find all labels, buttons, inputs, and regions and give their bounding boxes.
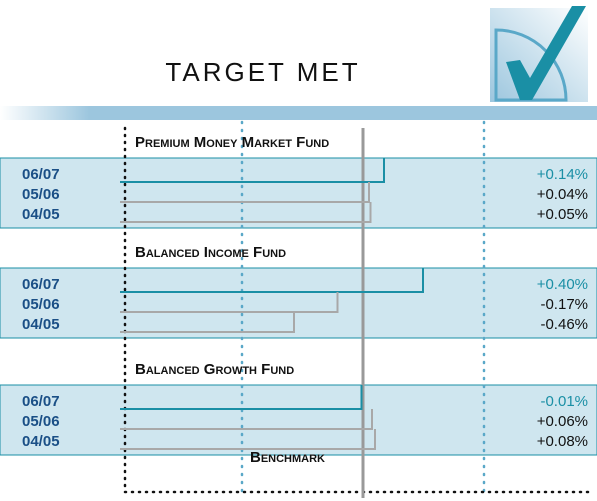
value-label: +0.04% <box>537 186 588 203</box>
year-label: 04/05 <box>22 206 60 223</box>
year-label: 04/05 <box>22 316 60 333</box>
fund-name: Premium Money Market Fund <box>135 134 329 151</box>
group-band <box>0 384 597 456</box>
value-label: +0.05% <box>537 206 588 223</box>
fund-name: Balanced Growth Fund <box>135 361 294 378</box>
benchmark-label: Benchmark <box>250 449 325 466</box>
bar-line <box>120 312 295 333</box>
group-band <box>0 267 597 339</box>
fund-name: Balanced Income Fund <box>135 244 286 261</box>
bar-line <box>120 268 424 293</box>
year-label: 06/07 <box>22 276 60 293</box>
year-label: 04/05 <box>22 433 60 450</box>
value-label: +0.14% <box>537 166 588 183</box>
value-label: -0.46% <box>540 316 588 333</box>
value-label: +0.40% <box>537 276 588 293</box>
bar-line <box>120 292 339 313</box>
value-label: +0.06% <box>537 413 588 430</box>
value-label: +0.08% <box>537 433 588 450</box>
bar-line <box>120 409 373 430</box>
chart-title: TARGET MET <box>165 57 360 87</box>
value-label: -0.17% <box>540 296 588 313</box>
bar-line <box>120 202 372 223</box>
check-icon <box>490 6 588 102</box>
bar-line <box>120 158 385 183</box>
year-label: 06/07 <box>22 166 60 183</box>
value-label: -0.01% <box>540 393 588 410</box>
year-label: 06/07 <box>22 393 60 410</box>
year-label: 05/06 <box>22 296 60 313</box>
bar-line <box>120 182 370 203</box>
header-band <box>0 106 597 120</box>
bar-line <box>120 385 363 410</box>
bar-line <box>120 429 376 450</box>
group-band <box>0 157 597 229</box>
year-label: 05/06 <box>22 413 60 430</box>
year-label: 05/06 <box>22 186 60 203</box>
